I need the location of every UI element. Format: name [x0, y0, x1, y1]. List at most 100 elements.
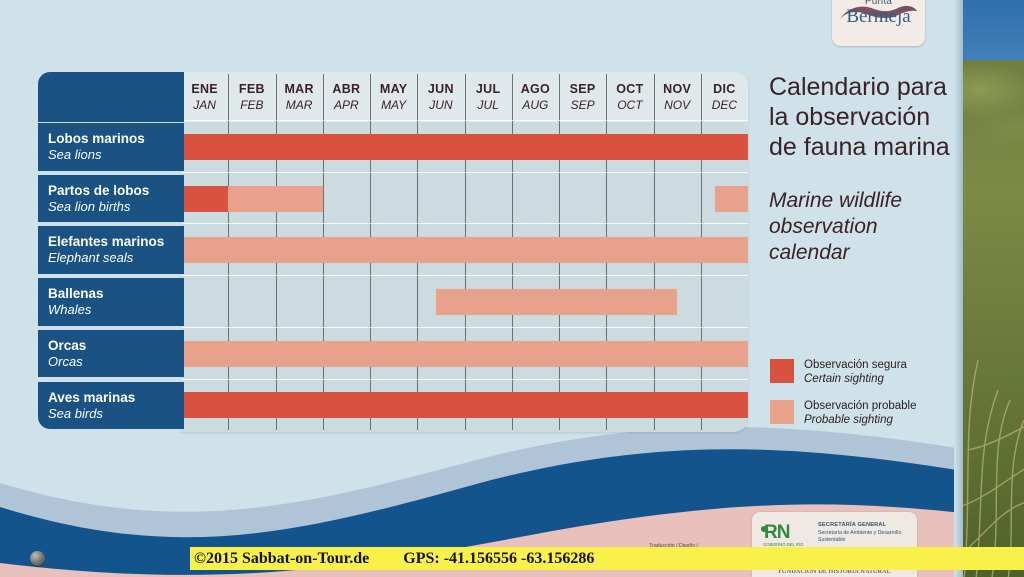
month-label-es: MAR	[284, 82, 314, 96]
month-header-may: MAY MAY	[370, 72, 417, 122]
logo-top-word: Punta	[864, 0, 893, 7]
species-name-es: Partos de lobos	[48, 182, 150, 198]
species-row-label: Aves marinas Sea birds	[38, 381, 184, 430]
legend-certain-en: Certain sighting	[804, 373, 884, 385]
watermark-copyright: ©2015 Sabbat-on-Tour.de	[194, 549, 370, 567]
month-header-jun: JUN JUN	[417, 72, 464, 122]
month-label-en: FEB	[240, 98, 264, 112]
month-label-en: APR	[334, 98, 359, 112]
month-label-es: DIC	[713, 82, 736, 96]
species-row-label: Ballenas Whales	[38, 278, 184, 326]
secretary-sub: Secretaría de Ambiente y Desarrollo Sust…	[818, 530, 902, 543]
row-gridline	[181, 326, 748, 328]
month-label-es: FEB	[238, 82, 265, 96]
month-label-en: JAN	[193, 98, 216, 112]
legend-certain-es: Observación segura	[804, 359, 907, 371]
row-gridline	[181, 275, 748, 277]
interpretive-sign-panel: Punta Bermeja Calendario para la observa…	[0, 0, 963, 577]
grass-strands-icon	[961, 359, 1024, 577]
row-gridline	[181, 223, 748, 225]
sign-bolt	[30, 551, 45, 566]
species-name-en: Whales	[48, 302, 92, 318]
month-label-es: SEP	[569, 82, 596, 96]
species-name-es: Ballenas	[48, 286, 104, 302]
availability-bar-certain	[181, 185, 229, 212]
month-label-en: AUG	[522, 98, 549, 112]
month-header-row: ENE JAN FEB FEB MAR MAR ABR APR MAY MAY JUN JUN JUL J…	[181, 72, 748, 122]
month-header-aug: AGO AUG	[512, 72, 559, 122]
watermark-gps: GPS: -41.156556 -63.156286	[403, 549, 595, 567]
row-gridline	[181, 171, 748, 173]
month-label-es: ABR	[332, 82, 361, 96]
month-label-es: OCT	[616, 82, 644, 96]
species-name-es: Elefantes marinos	[48, 234, 165, 250]
page-title-es: Calendario para la observación de fauna …	[769, 73, 950, 161]
species-name-en: Sea lion births	[48, 198, 131, 214]
logo-main-word: Bermeja	[846, 6, 911, 27]
species-name-en: Sea birds	[48, 405, 103, 421]
rn-dot-icon	[761, 526, 767, 532]
availability-bar-probable	[181, 237, 748, 264]
row-gridline	[181, 120, 748, 121]
month-label-en: NOV	[664, 98, 691, 112]
legend-swatch-certain	[770, 359, 794, 383]
legend-swatch-probable	[770, 400, 794, 424]
species-row-label: Elefantes marinos Elephant seals	[38, 226, 184, 275]
sea-lion-icon	[840, 5, 917, 19]
month-header-jan: ENE JAN	[181, 72, 228, 122]
legend-item-probable: Observación probable Probable sighting	[770, 399, 960, 427]
species-name-en: Sea lions	[48, 147, 102, 162]
month-label-en: DEC	[711, 98, 738, 112]
calendar-grid	[181, 72, 748, 432]
foundation-name: FUNDACIÓN DE HISTORIA NATURAL	[778, 568, 891, 575]
month-label-es: NOV	[663, 82, 692, 96]
legend-probable-es: Observación probable	[804, 400, 917, 412]
availability-bar-probable	[714, 185, 748, 212]
month-label-en: JUL	[477, 98, 499, 112]
row-gridline	[181, 378, 748, 380]
month-label-en: MAR	[285, 98, 313, 112]
month-header-apr: ABR APR	[323, 72, 370, 122]
month-label-es: MAY	[379, 82, 408, 96]
species-row-label: Partos de lobos Sea lion births	[38, 174, 184, 223]
species-name-es: Aves marinas	[48, 389, 136, 405]
availability-bar-probable	[228, 185, 323, 212]
month-label-es: AGO	[520, 82, 551, 96]
secretary-title: SECRETARÍA GENERAL	[818, 522, 887, 528]
rn-logo-text: RN	[764, 522, 790, 543]
species-name-en: Elephant seals	[48, 250, 134, 266]
calendar-table: ENE JAN FEB FEB MAR MAR ABR APR MAY MAY JUN JUN JUL J…	[38, 72, 748, 432]
month-label-en: JUN	[429, 98, 453, 112]
watermark-bar: ©2015 Sabbat-on-Tour.de GPS: -41.156556 …	[190, 547, 1024, 570]
sign-right-edge	[954, 0, 963, 577]
month-label-en: OCT	[617, 98, 643, 112]
species-name-es: Lobos marinos	[48, 131, 145, 146]
title-block: Calendario para la observación de fauna …	[769, 72, 954, 266]
month-label-es: JUN	[427, 82, 454, 96]
availability-bar-probable	[436, 288, 678, 315]
month-label-en: MAY	[381, 98, 407, 112]
species-name-es: Orcas	[48, 337, 87, 353]
species-name-en: Orcas	[48, 353, 83, 369]
species-row-label: Orcas Orcas	[38, 329, 184, 378]
legend: Observación segura Certain sighting Obse…	[770, 358, 960, 440]
month-header-mar: MAR MAR	[276, 72, 323, 122]
month-header-jul: JUL JUL	[465, 72, 512, 122]
punta-bermeja-logo: Punta Bermeja	[832, 0, 925, 46]
calendar-corner-block	[38, 72, 184, 122]
month-header-feb: FEB FEB	[228, 72, 275, 122]
legend-probable-en: Probable sighting	[804, 414, 893, 426]
month-label-es: JUL	[475, 82, 501, 96]
availability-bar-certain	[181, 392, 748, 419]
month-header-dec: DIC DEC	[701, 72, 748, 122]
availability-bar-certain	[181, 133, 748, 160]
translation-credit: Traducción / Diseño /	[649, 543, 698, 549]
month-label-es: ENE	[191, 82, 218, 96]
legend-item-certain: Observación segura Certain sighting	[770, 358, 960, 386]
page-title-en: Marine wildlife observation calendar	[769, 189, 903, 264]
availability-bar-probable	[181, 340, 748, 367]
month-header-oct: OCT OCT	[606, 72, 653, 122]
month-header-nov: NOV NOV	[654, 72, 701, 122]
